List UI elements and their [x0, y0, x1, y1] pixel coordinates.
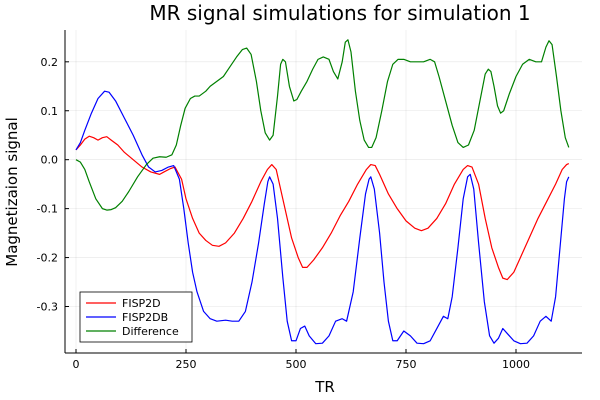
y-tick-label: -0.3: [37, 301, 58, 314]
series-line-fisp2db: [75, 90, 570, 345]
x-tick-label: 500: [286, 358, 307, 371]
legend-label: FISP2DB: [122, 311, 168, 324]
legend-label: FISP2D: [122, 297, 161, 310]
series-line-fisp2d: [75, 135, 570, 281]
x-tick-label: 750: [396, 358, 417, 371]
x-tick-label: 250: [176, 358, 197, 371]
axes: [64, 30, 582, 354]
y-axis-label: Magnetizaion signal: [3, 117, 21, 267]
x-tick-label: 1000: [502, 358, 530, 371]
y-tick-label: 0.0: [41, 154, 59, 167]
chart-title: MR signal simulations for simulation 1: [149, 1, 530, 25]
y-tick-label: -0.1: [37, 203, 58, 216]
x-tick-label: 0: [73, 358, 80, 371]
legend-label: Difference: [122, 325, 179, 338]
y-tick-label: 0.2: [41, 56, 59, 69]
y-ticks: -0.3 -0.2 -0.1 0.0 0.1 0.2: [37, 56, 69, 314]
y-tick-label: -0.2: [37, 252, 58, 265]
x-axis-label: TR: [314, 378, 335, 396]
series-line-difference: [75, 39, 570, 211]
y-tick-label: 0.1: [41, 105, 59, 118]
x-ticks: 0 250 500 750 1000: [73, 349, 530, 371]
plot-lines: [75, 39, 570, 345]
